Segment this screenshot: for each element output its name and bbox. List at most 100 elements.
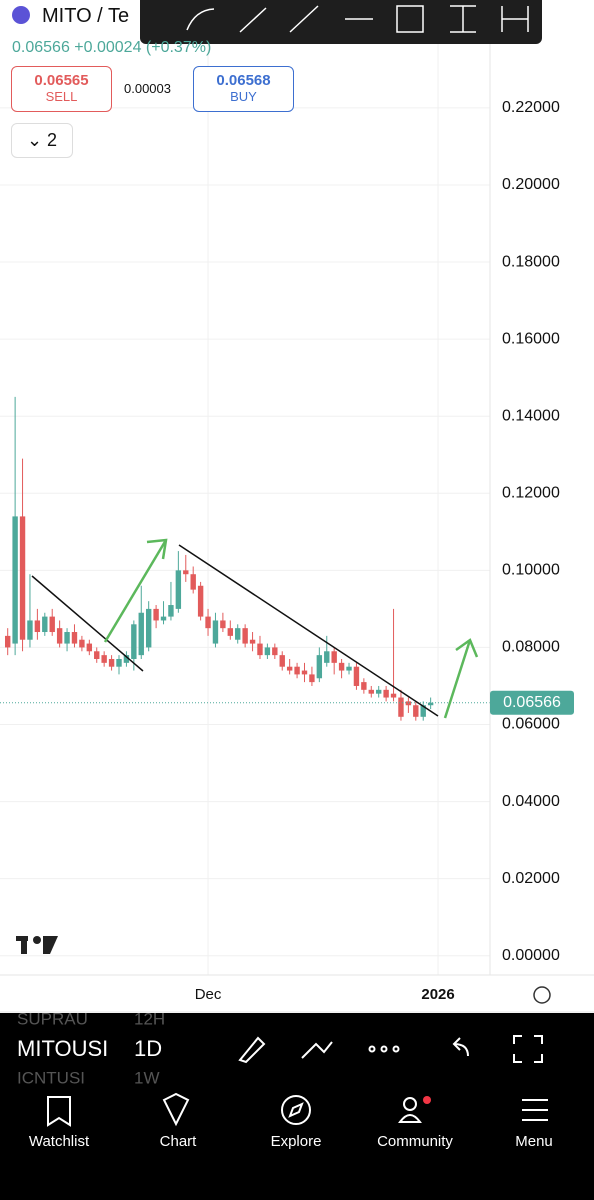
candle-body <box>249 639 256 644</box>
candle-body <box>376 689 382 694</box>
candle-body <box>183 570 189 575</box>
candle-body <box>49 616 55 633</box>
buy-button[interactable]: 0.06568 BUY <box>193 66 294 112</box>
spread: 0.00003 <box>124 81 171 96</box>
nav-label[interactable]: Menu <box>515 1133 553 1150</box>
candle-body <box>5 635 11 648</box>
candle-body <box>331 651 337 663</box>
candle-body <box>116 658 122 667</box>
candle-body <box>324 651 330 663</box>
symbol-title: MITO / Te <box>42 5 130 27</box>
arrows <box>103 538 479 719</box>
candle-body <box>108 658 115 667</box>
candle-body <box>131 624 137 659</box>
candle-body <box>368 689 374 694</box>
sell-price: 0.06565 <box>34 72 89 89</box>
symbol-icon <box>12 6 30 24</box>
candle-body <box>168 605 174 617</box>
candle-body <box>19 516 26 640</box>
y-tick-label: 0.08000 <box>502 639 560 656</box>
x-tick-label: 2026 <box>421 986 454 1003</box>
y-tick-label: 0.14000 <box>502 407 560 424</box>
settings-icon[interactable] <box>533 986 551 1004</box>
nav-label[interactable]: Watchlist <box>29 1133 90 1150</box>
y-tick-label: 0.20000 <box>502 176 560 193</box>
symbol-name: SUPRAU <box>17 1009 88 1028</box>
candle-body <box>405 701 412 706</box>
candle-body <box>257 643 263 656</box>
symbol-interval: 12H <box>134 1009 165 1028</box>
symbol-interval: 1W <box>134 1068 160 1087</box>
candle-body <box>27 620 33 640</box>
y-tick-label: 0.18000 <box>502 253 560 270</box>
y-tick-label: 0.06000 <box>502 716 560 733</box>
candle-body <box>94 651 100 659</box>
candle-body <box>420 705 426 717</box>
last-price-label: 0.06566 <box>503 694 561 711</box>
candle-body <box>235 628 241 640</box>
candle-body <box>309 674 315 683</box>
nav-label[interactable]: Explore <box>271 1133 322 1150</box>
y-tick-label: 0.00000 <box>502 947 560 964</box>
candle-body <box>413 705 419 717</box>
candle-body <box>79 639 85 648</box>
candle-body <box>138 612 144 656</box>
buy-price: 0.06568 <box>216 72 271 89</box>
notification-dot <box>423 1096 431 1104</box>
y-tick-label: 0.02000 <box>502 870 560 887</box>
candle-body <box>353 666 360 686</box>
candle-body <box>175 570 182 609</box>
nav-icons[interactable] <box>47 1092 548 1127</box>
layout-dropdown[interactable]: ⌄ 2 <box>11 123 73 158</box>
x-tick-label: Dec <box>195 986 222 1003</box>
candle-body <box>361 682 367 690</box>
candle-body <box>398 697 404 717</box>
candle-body <box>123 655 130 663</box>
y-tick-label: 0.10000 <box>502 562 560 579</box>
y-tick-label: 0.22000 <box>502 99 560 116</box>
candle-body <box>316 655 323 679</box>
candle-body <box>197 585 204 617</box>
y-tick-label: 0.12000 <box>502 484 560 501</box>
y-tick-label: 0.16000 <box>502 330 560 347</box>
candle-body <box>220 620 226 629</box>
candle-body <box>153 608 159 621</box>
candle-body <box>42 616 48 633</box>
candle-body <box>160 616 167 621</box>
symbol-name: MITOUSI <box>17 1036 108 1061</box>
candle-body <box>390 693 397 698</box>
candle-body <box>383 689 389 698</box>
candle-body <box>242 628 248 644</box>
candle-body <box>286 666 293 671</box>
candle-body <box>264 647 271 656</box>
candle-body <box>427 702 434 706</box>
buy-label: BUY <box>230 89 257 104</box>
candle-body <box>86 643 93 652</box>
candle-body <box>12 516 18 644</box>
layout-count: 2 <box>47 130 58 150</box>
candle-body <box>294 666 300 675</box>
candle-body <box>338 662 345 671</box>
last-price-tag <box>490 690 574 715</box>
candle-body <box>272 647 278 656</box>
candle-body <box>101 655 107 663</box>
price-change: 0.06566 +0.00024 (+0.37%) <box>12 39 212 56</box>
candle-body <box>205 616 211 629</box>
candle-body <box>227 628 233 636</box>
candle-body <box>212 620 219 644</box>
symbol-name: ICNTUSI <box>17 1068 85 1087</box>
candle-body <box>34 620 41 633</box>
nav-label[interactable]: Community <box>377 1133 453 1150</box>
nav-label[interactable]: Chart <box>160 1133 198 1150</box>
candle-body <box>64 632 70 644</box>
candle-body <box>346 666 352 671</box>
toolbar-icons[interactable] <box>238 1035 543 1064</box>
candle-body <box>71 632 78 644</box>
sell-label: SELL <box>45 89 78 104</box>
candle-body <box>145 608 152 648</box>
symbol-mask <box>108 1013 122 1085</box>
candle-body <box>301 670 308 675</box>
drawing-tools[interactable] <box>186 5 529 33</box>
sell-button[interactable]: 0.06565 SELL <box>11 66 112 112</box>
